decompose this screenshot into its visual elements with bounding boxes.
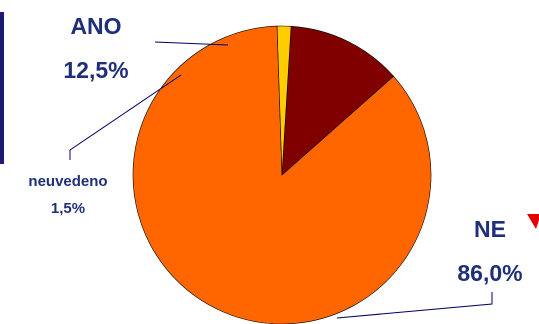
slice-value-neuvedeno: 1,5% [51, 200, 85, 217]
leader-lines [69, 41, 493, 319]
slice-ne [132, 25, 432, 324]
slice-label-ne: NE [474, 216, 506, 242]
leader-line-neuvedeno [69, 74, 182, 160]
leader-line-ne [336, 292, 493, 319]
frame-edge [0, 12, 4, 164]
accent-marker [527, 214, 539, 229]
slice-labels: ANO 12,5% neuvedeno 1,5% NE 86,0% [28, 13, 522, 286]
slice-neuvedeno [276, 25, 292, 176]
slice-value-ne: 86,0% [457, 260, 522, 286]
slice-label-ano: ANO [70, 13, 121, 39]
slice-value-ano: 12,5% [63, 57, 128, 83]
slice-label-neuvedeno: neuvedeno [28, 173, 107, 190]
pie-slices [132, 25, 432, 324]
slice-ano [281, 25, 395, 176]
leader-line-ano [154, 41, 229, 46]
